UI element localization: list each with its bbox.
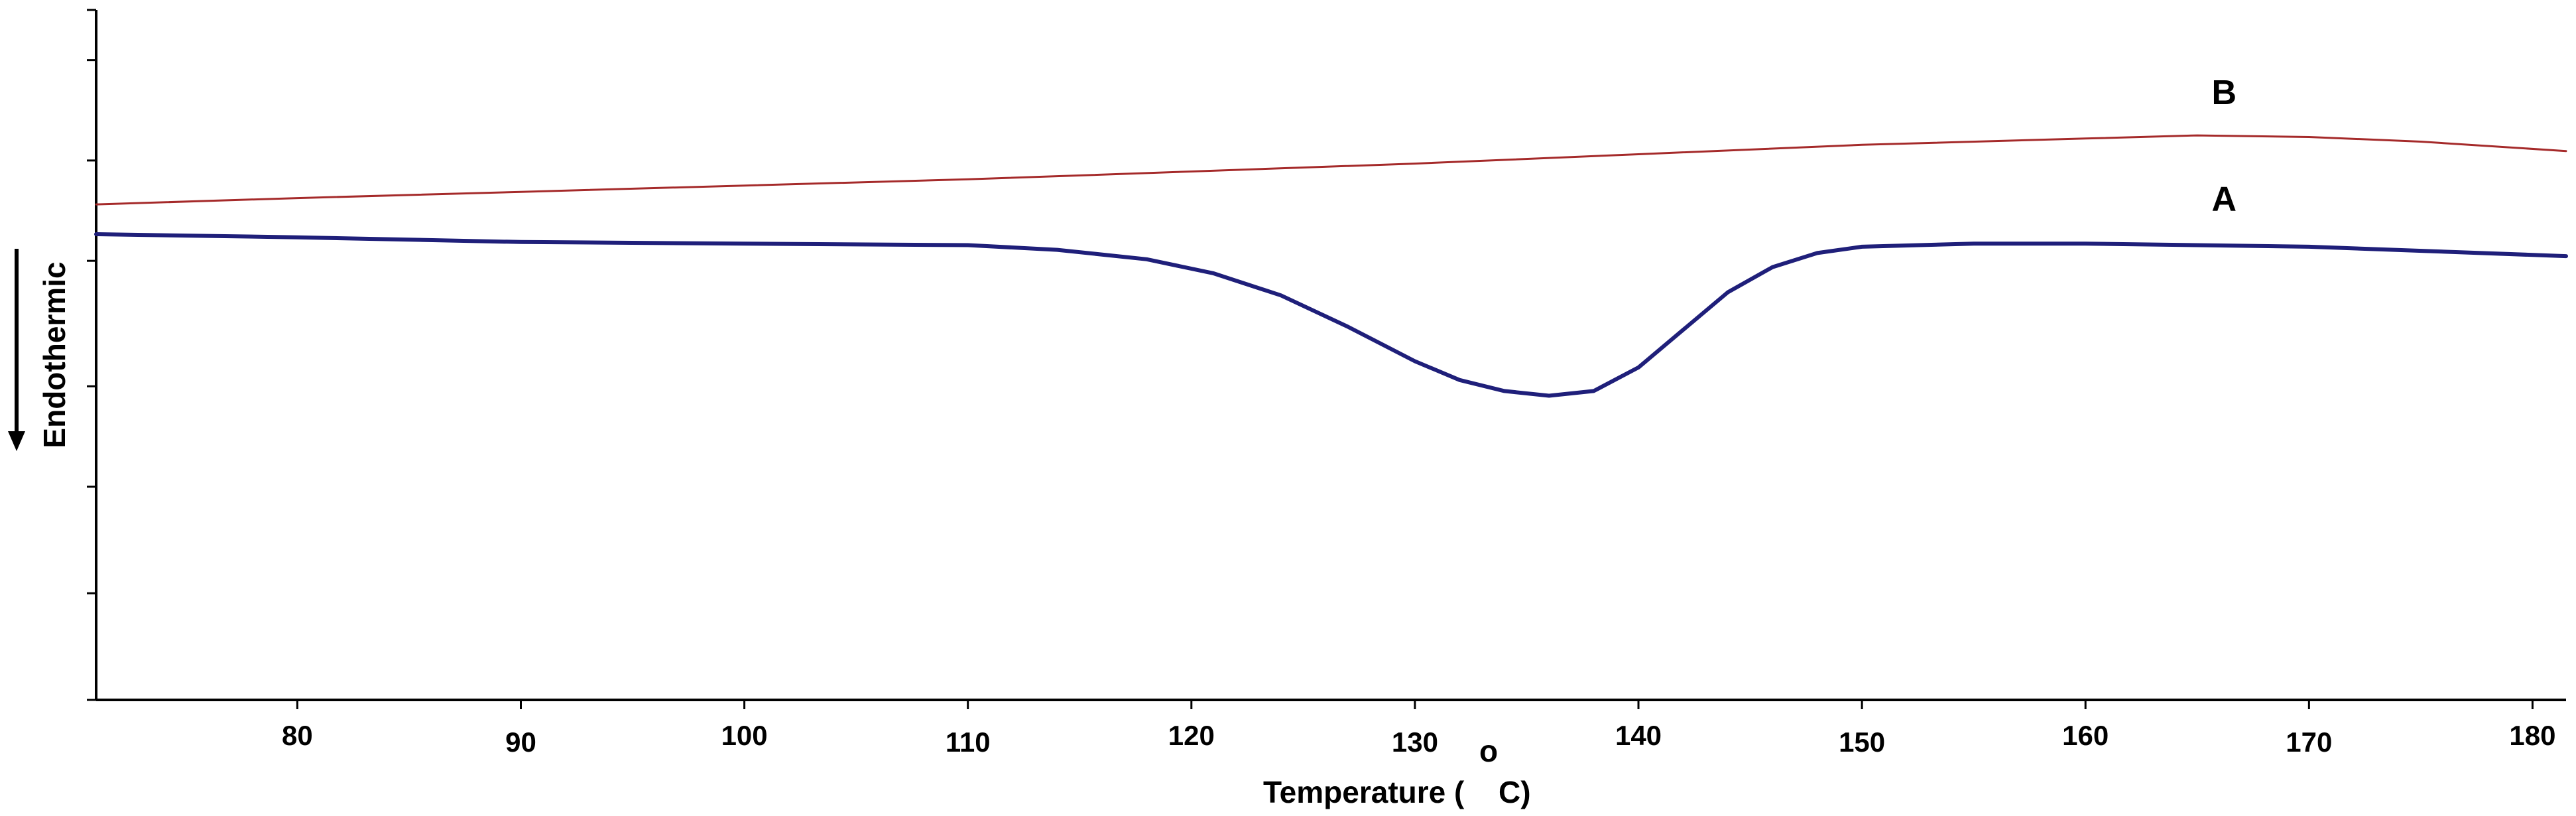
x-axis-title-unit: C) (1499, 775, 1531, 809)
series-label-a: A (2211, 180, 2237, 219)
x-tick-label: 140 (1615, 720, 1662, 751)
x-tick-label: 100 (721, 720, 768, 751)
axes (95, 10, 2566, 701)
down-arrow-icon (8, 431, 25, 451)
series-group (94, 134, 2568, 398)
series-line-b (95, 134, 2567, 206)
x-tick-label: 150 (1839, 726, 1885, 758)
x-axis-title: Temperature ( (1263, 775, 1465, 809)
x-tick-label: 180 (2509, 720, 2555, 751)
y-axis-title: Endothermic (37, 261, 72, 448)
ticks: 80 90 100 110 120 130 140 150 160 170 180 (87, 9, 2555, 758)
x-tick-label: 130 (1392, 726, 1438, 758)
x-tick-label: 120 (1168, 720, 1215, 751)
series-label-b: B (2211, 74, 2237, 112)
x-tick-label: 90 (505, 726, 536, 758)
labels-group: B A Temperature ( oC) Endothermic (8, 74, 2237, 809)
x-tick-label: 170 (2286, 726, 2332, 758)
x-axis-title-superscript: o (1479, 734, 1498, 768)
series-line-a (94, 232, 2568, 398)
x-tick-label: 80 (282, 720, 313, 751)
x-tick-label: 110 (946, 726, 991, 758)
x-tick-label: 160 (2062, 720, 2109, 751)
